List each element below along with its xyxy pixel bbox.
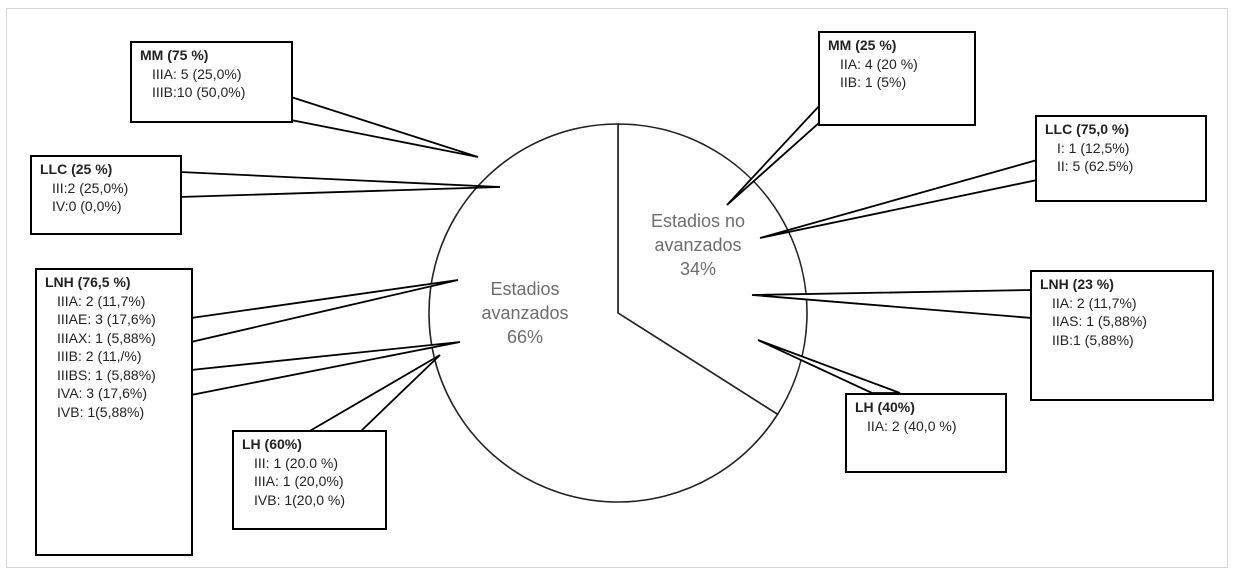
callout-mm-non-advanced: MM (25 %) IIA: 4 (20 %) IIB: 1 (5%) (818, 31, 976, 126)
callout-line: IIIAX: 1 (5,88%) (57, 329, 156, 346)
callout-line: IVB: 1(5,88%) (57, 403, 145, 420)
pie-slice-advanced (428, 123, 779, 503)
callout-line: IIA: 4 (20 %) (840, 55, 918, 72)
callout-line: IIB:1 (5,88%) (1052, 331, 1134, 348)
callout-line: IVB: 1(20,0 %) (254, 491, 346, 508)
callout-line: IIIAE: 3 (17,6%) (57, 311, 156, 327)
pointer-llc-advanced (179, 171, 501, 198)
callout-title: LNH (76,5 %) (45, 274, 131, 290)
callout-line: IV:0 (0,0%) (52, 198, 122, 214)
callout-lh-advanced: LH (60%) III: 1 (20.0 %) IIIA: 1 (20,0%)… (232, 430, 387, 530)
callout-lh-non-advanced: LH (40%) IIA: 2 (40,0 %) (845, 393, 1007, 473)
callout-llc-advanced: LLC (25 %) III:2 (25,0%) IV:0 (0,0%) (30, 155, 182, 235)
callout-line: IIIA: 5 (25,0%) (152, 65, 242, 82)
slice-label: Estadios no (651, 211, 745, 231)
callout-line: III: 1 (20.0 %) (254, 454, 339, 471)
callout-lnh-advanced: LNH (76,5 %) IIIA: 2 (11,7%) IIIAE: 3 (1… (35, 268, 193, 556)
figure-frame (6, 8, 1228, 568)
callout-line: IIIB: 2 (11,/%) (57, 348, 142, 364)
callout-line: IIIA: 1 (20,0%) (254, 473, 344, 489)
slice-label: avanzados (654, 235, 741, 255)
pointer-llc-non-advanced (759, 158, 1038, 239)
callout-line: IIIB:10 (50,0%) (152, 84, 246, 100)
callout-title: LLC (25 %) (40, 161, 113, 177)
callout-mm-advanced: MM (75 %) IIIA: 5 (25,0%) IIIB:10 (50,0%… (130, 41, 293, 123)
slice-label: Estadios (490, 279, 559, 299)
callout-line: IVA: 3 (17,6%) (57, 385, 148, 401)
callout-line: IIA: 2 (40,0 %) (867, 417, 957, 434)
slice-value-label: 66% (507, 327, 543, 347)
callout-line: IIA: 2 (11,7%) (1052, 294, 1137, 311)
slice-value-label: 34% (680, 259, 716, 279)
callout-line: IIAS: 1 (5,88%) (1052, 313, 1147, 329)
callout-title: LNH (23 %) (1040, 276, 1114, 292)
callout-line: I: 1 (12,5%) (1057, 139, 1130, 156)
callout-llc-non-advanced: LLC (75,0 %) I: 1 (12,5%) II: 5 (62.5%) (1035, 115, 1207, 202)
callout-line: II: 5 (62.5%) (1057, 158, 1134, 174)
callout-title: MM (25 %) (828, 37, 897, 53)
callout-line: IIIBS: 1 (5,88%) (57, 366, 156, 383)
callout-title: MM (75 %) (140, 47, 209, 63)
pointer-lnh-advanced (190, 279, 459, 344)
callout-line: IIIA: 2 (11,7%) (57, 292, 146, 309)
callout-title: LH (60%) (242, 436, 302, 452)
slice-label: avanzados (481, 303, 568, 323)
callout-title: LLC (75,0 %) (1045, 121, 1130, 137)
callout-title: LH (40%) (855, 399, 915, 415)
callout-lnh-non-advanced: LNH (23 %) IIA: 2 (11,7%) IIAS: 1 (5,88%… (1030, 270, 1214, 401)
callout-line: III:2 (25,0%) (52, 179, 129, 196)
pointer-mm-advanced (290, 95, 479, 158)
callout-line: IIB: 1 (5%) (840, 74, 907, 90)
pointer-mm-non-advanced (726, 102, 821, 206)
